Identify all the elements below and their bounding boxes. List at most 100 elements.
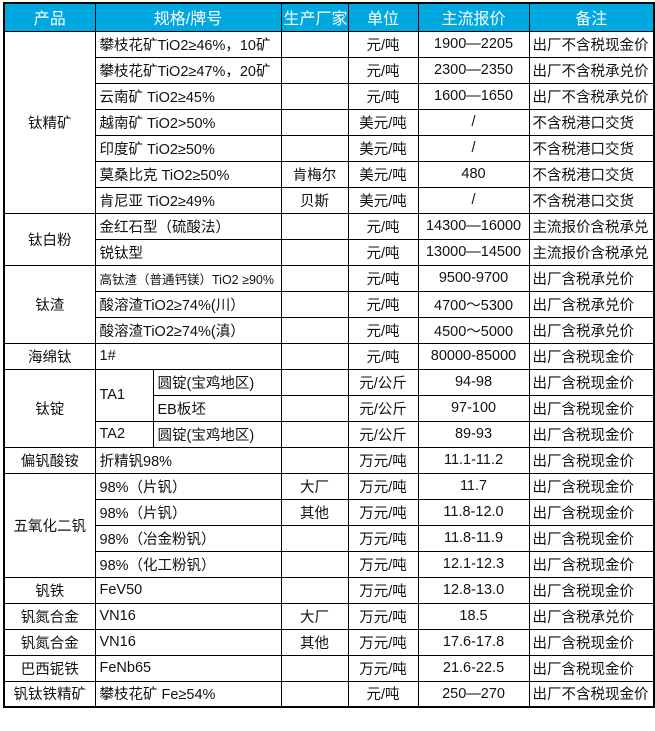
note-cell: 出厂含税承兑价 xyxy=(528,264,655,292)
maker-cell xyxy=(280,550,349,578)
note-cell: 不含税港口交货 xyxy=(528,160,655,188)
table-row: 98%（冶金粉钒） 万元/吨 11.8-11.9 出厂含税现金价 xyxy=(4,524,655,552)
maker-cell: 肯梅尔 xyxy=(280,160,349,188)
spec-cell: 酸溶渣TiO2≥74%(滇） xyxy=(94,316,282,344)
note-cell: 出厂含税现金价 xyxy=(528,368,655,396)
maker-cell xyxy=(280,56,349,84)
price-cell: 2300—2350 xyxy=(417,56,530,84)
spec-cell: 越南矿 TiO2>50% xyxy=(94,108,282,136)
maker-cell xyxy=(280,654,349,682)
spec-cell: 高钛渣（普通钙镁）TiO2 ≥90% xyxy=(94,264,282,292)
spec-cell: VN16 xyxy=(94,602,282,630)
note-cell: 出厂含税现金价 xyxy=(528,524,655,552)
table-row: 海绵钛 1# 元/吨 80000-85000 出厂含税现金价 xyxy=(3,342,655,370)
note-cell: 出厂含税现金价 xyxy=(528,576,655,604)
price-cell: 17.6-17.8 xyxy=(417,628,530,656)
note-cell: 出厂含税现金价 xyxy=(528,498,655,526)
unit-cell: 元/公斤 xyxy=(347,394,419,422)
unit-cell: 万元/吨 xyxy=(347,550,419,578)
header-product: 产品 xyxy=(3,2,96,32)
table-header-row: 产品 规格/牌号 生产厂家 单位 主流报价 备注 xyxy=(3,2,655,32)
maker-cell: 其他 xyxy=(280,498,349,526)
header-spec: 规格/牌号 xyxy=(94,2,282,32)
product-cell: 钒铁 xyxy=(3,576,96,604)
maker-cell xyxy=(280,524,349,552)
unit-cell: 元/吨 xyxy=(347,680,419,708)
product-cell: 钒氮合金 xyxy=(3,628,96,656)
table-row: 钒铁 FeV50 万元/吨 12.8-13.0 出厂含税现金价 xyxy=(3,576,655,604)
note-cell: 出厂含税现金价 xyxy=(528,628,655,656)
price-cell: 11.1-11.2 xyxy=(417,446,530,474)
price-cell: 11.8-11.9 xyxy=(417,524,530,552)
spec-cell: VN16 xyxy=(94,628,282,656)
product-cell: 五氧化二钒 xyxy=(3,472,96,578)
table-row: 锐钛型 元/吨 13000—14500 主流报价含税承兑 xyxy=(4,238,655,266)
price-cell: 4500～5000 xyxy=(417,316,530,344)
table-row: EB板坯 元/公斤 97-100 出厂含税现金价 xyxy=(4,394,655,422)
spec-cell: 酸溶渣TiO2≥74%(川） xyxy=(94,290,282,318)
unit-cell: 美元/吨 xyxy=(347,134,419,162)
note-cell: 出厂含税现金价 xyxy=(528,654,655,682)
price-cell: / xyxy=(417,134,530,162)
price-cell: 12.1-12.3 xyxy=(417,550,530,578)
table-row: 酸溶渣TiO2≥74%(滇） 元/吨 4500～5000 出厂含税承兑价 xyxy=(4,316,655,344)
spec-sub-cell: 圆锭(宝鸡地区) xyxy=(152,420,282,448)
maker-cell: 其他 xyxy=(280,628,349,656)
table-row: 越南矿 TiO2>50% 美元/吨 / 不含税港口交货 xyxy=(4,108,655,136)
table-body: 钛精矿 攀枝花矿TiO2≥46%，10矿 元/吨 1900—2205 出厂不含税现金价攀… xyxy=(3,30,655,708)
spec-cell: 98%（化工粉钒） xyxy=(94,550,282,578)
note-cell: 出厂含税现金价 xyxy=(528,550,655,578)
note-cell: 主流报价含税承兑 xyxy=(528,238,655,266)
note-cell: 不含税港口交货 xyxy=(528,108,655,136)
note-cell: 出厂含税现金价 xyxy=(528,420,655,448)
maker-cell xyxy=(280,238,349,266)
product-cell: 钒氮合金 xyxy=(3,602,96,630)
table-row: 肯尼亚 TiO2≥49% 贝斯 美元/吨 / 不含税港口交货 xyxy=(4,186,655,214)
price-cell: 89-93 xyxy=(417,420,530,448)
table-row: 98%（片钒） 其他 万元/吨 11.8-12.0 出厂含税现金价 xyxy=(4,498,655,526)
note-cell: 出厂含税承兑价 xyxy=(528,290,655,318)
note-cell: 出厂含税承兑价 xyxy=(528,316,655,344)
note-cell: 主流报价含税承兑 xyxy=(528,212,655,240)
header-unit: 单位 xyxy=(347,2,419,32)
note-cell: 不含税港口交货 xyxy=(528,186,655,214)
unit-cell: 万元/吨 xyxy=(347,628,419,656)
price-cell: 11.7 xyxy=(417,472,530,500)
maker-cell xyxy=(280,446,349,474)
price-cell: 11.8-12.0 xyxy=(417,498,530,526)
table-row: 攀枝花矿TiO2≥47%，20矿 元/吨 2300—2350 出厂不含税承兑价 xyxy=(4,56,655,84)
table-row: 钛白粉 金红石型（硫酸法） 元/吨 14300—16000 主流报价含税承兑 xyxy=(3,212,655,266)
spec-cell: 1# xyxy=(94,342,282,370)
maker-cell xyxy=(280,420,349,448)
price-cell: 21.6-22.5 xyxy=(417,654,530,682)
price-cell: 9500-9700 xyxy=(417,264,530,292)
maker-cell xyxy=(280,368,349,396)
spec-cell: FeNb65 xyxy=(94,654,282,682)
table-row: 98%（化工粉钒） 万元/吨 12.1-12.3 出厂含税现金价 xyxy=(4,550,655,578)
unit-cell: 元/吨 xyxy=(347,316,419,344)
table-row: 钛精矿 攀枝花矿TiO2≥46%，10矿 元/吨 1900—2205 出厂不含税现金价 xyxy=(3,30,655,214)
price-cell: 18.5 xyxy=(417,602,530,630)
table-row: 钒氮合金 VN16 其他 万元/吨 17.6-17.8 出厂含税现金价 xyxy=(3,628,655,656)
table-row: 钛渣 高钛渣（普通钙镁）TiO2 ≥90% 元/吨 9500-9700 出厂含税承兑价 xyxy=(3,264,655,344)
price-cell: 13000—14500 xyxy=(417,238,530,266)
price-cell: 80000-85000 xyxy=(417,342,530,370)
unit-cell: 元/吨 xyxy=(347,30,419,58)
price-cell: 4700～5300 xyxy=(417,290,530,318)
unit-cell: 元/吨 xyxy=(347,342,419,370)
maker-cell xyxy=(280,394,349,422)
maker-cell xyxy=(280,212,349,240)
maker-cell xyxy=(280,82,349,110)
maker-cell xyxy=(280,316,349,344)
spec-grade-cell: TA1 xyxy=(94,368,154,422)
maker-cell xyxy=(280,342,349,370)
spec-sub-cell: 圆锭(宝鸡地区) xyxy=(152,368,282,396)
maker-cell xyxy=(280,108,349,136)
header-price: 主流报价 xyxy=(417,2,530,32)
table-row: 云南矿 TiO2≥45% 元/吨 1600—1650 出厂不含税承兑价 xyxy=(4,82,655,110)
price-cell: 250—270 xyxy=(417,680,530,708)
unit-cell: 元/吨 xyxy=(347,56,419,84)
product-cell: 偏钒酸铵 xyxy=(3,446,96,474)
spec-cell: 攀枝花矿TiO2≥46%，10矿 xyxy=(94,30,282,58)
spec-sub-cell: EB板坯 xyxy=(152,394,282,422)
